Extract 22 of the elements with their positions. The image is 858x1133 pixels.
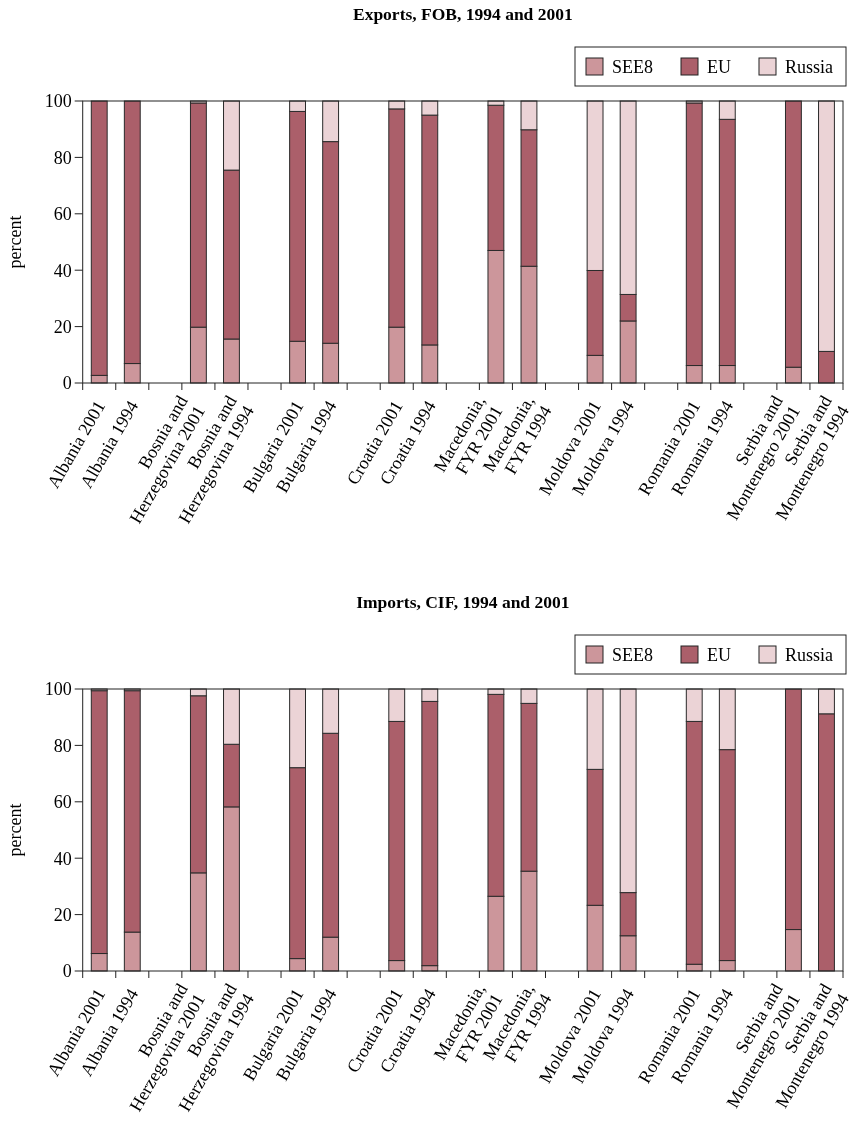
y-tick-label: 0 [62, 373, 72, 394]
legend-label: Russia [784, 644, 834, 665]
legend-label: SEE8 [612, 56, 654, 77]
y-tick-label: 60 [53, 204, 72, 225]
legend-label: EU [707, 644, 731, 665]
y-tick-label: 100 [44, 679, 72, 700]
legend-label: EU [707, 56, 731, 77]
chart-title: Imports, CIF, 1994 and 2001 [356, 592, 570, 612]
y-tick-label: 40 [53, 848, 72, 869]
y-axis-title: percent [5, 215, 25, 269]
y-tick-label: 100 [44, 91, 72, 112]
y-axis-title: percent [5, 803, 25, 857]
legend-label: SEE8 [612, 644, 654, 665]
y-tick-label: 80 [53, 735, 72, 756]
y-tick-label: 80 [53, 147, 72, 168]
legend-label: Russia [784, 56, 834, 77]
y-tick-label: 20 [53, 904, 72, 925]
chart-title: Exports, FOB, 1994 and 2001 [352, 4, 573, 24]
y-tick-label: 0 [62, 961, 72, 982]
y-tick-label: 60 [53, 792, 72, 813]
y-tick-label: 40 [53, 260, 72, 281]
y-tick-label: 20 [53, 316, 72, 337]
